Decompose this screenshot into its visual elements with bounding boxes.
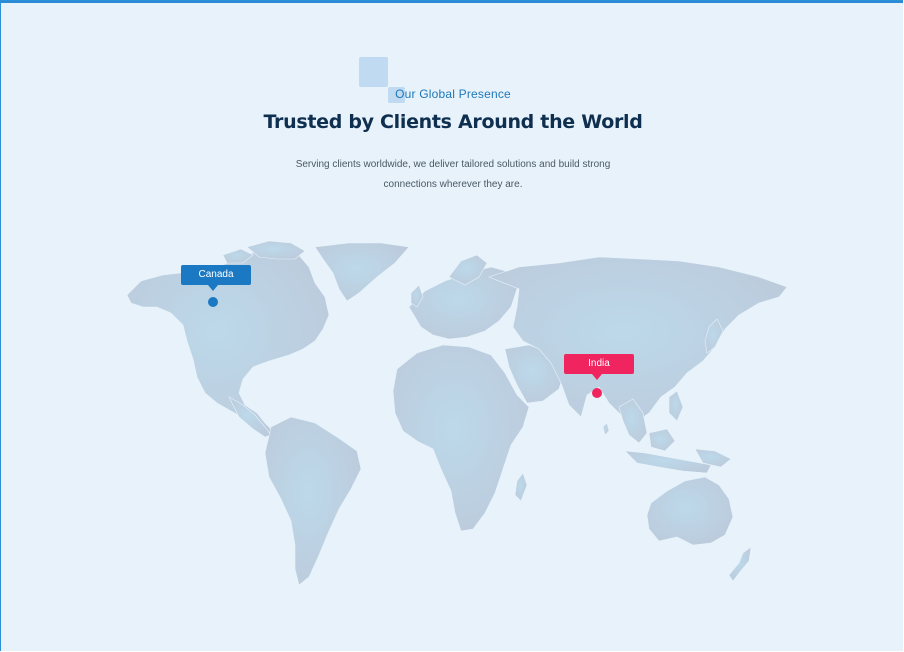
location-marker-canada[interactable] bbox=[208, 297, 218, 307]
section-description: Serving clients worldwide, we deliver ta… bbox=[295, 159, 611, 190]
continent-uk bbox=[410, 284, 424, 308]
continent-australia bbox=[646, 476, 734, 546]
continent-north-america bbox=[126, 246, 330, 436]
location-tag-arrow-india bbox=[592, 374, 602, 380]
continent-borneo bbox=[648, 428, 676, 452]
continent-philippines bbox=[668, 390, 684, 422]
continent-indochina bbox=[618, 398, 648, 444]
continent-sri-lanka bbox=[602, 422, 610, 436]
continent-japan bbox=[704, 318, 724, 354]
location-tag-arrow-canada bbox=[208, 285, 218, 291]
continent-greenland bbox=[314, 242, 410, 302]
world-map bbox=[119, 237, 799, 591]
continent-new-guinea bbox=[694, 448, 732, 468]
world-map-graphic bbox=[126, 240, 788, 586]
section-eyebrow: Our Global Presence bbox=[395, 87, 511, 101]
continent-arctic-islands-2 bbox=[222, 248, 254, 264]
continent-south-america bbox=[264, 416, 362, 586]
continent-scandinavia bbox=[448, 254, 488, 286]
continent-africa bbox=[392, 344, 530, 532]
continent-madagascar bbox=[514, 472, 528, 502]
continent-asia bbox=[488, 256, 788, 424]
decorative-square-small bbox=[388, 87, 405, 103]
continent-new-zealand bbox=[728, 546, 752, 582]
location-tag-india[interactable]: India bbox=[564, 354, 634, 374]
continent-indonesia bbox=[624, 450, 712, 474]
section-title: Trusted by Clients Around the World bbox=[263, 111, 643, 133]
continent-central-america bbox=[228, 396, 272, 438]
location-tag-canada[interactable]: Canada bbox=[181, 265, 251, 285]
location-marker-india[interactable] bbox=[592, 388, 602, 398]
top-border bbox=[1, 1, 903, 3]
continent-arctic-islands bbox=[246, 240, 306, 260]
decorative-square-large bbox=[359, 57, 388, 87]
